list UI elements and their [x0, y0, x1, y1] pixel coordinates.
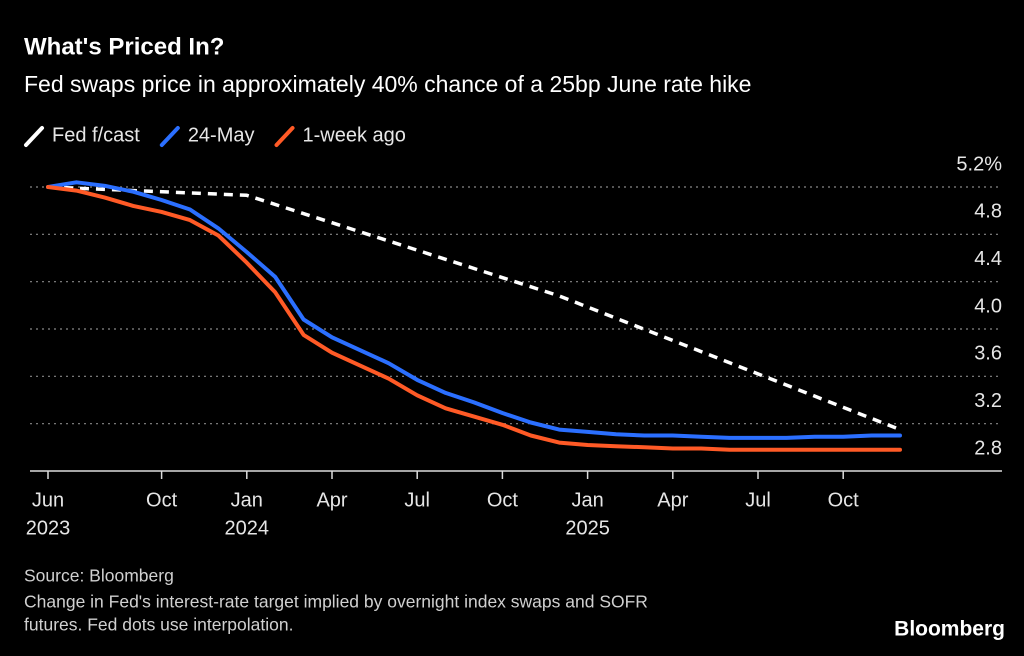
series-line — [47, 185, 901, 432]
source: Source: Bloomberg — [24, 566, 174, 586]
y-tick-label: 3.2 — [974, 390, 1002, 412]
legend-label: Fed f/cast — [52, 124, 140, 146]
x-tick-label: Oct — [487, 489, 519, 511]
x-tick-year: 2024 — [225, 517, 270, 539]
y-tick-label: 5.2% — [956, 153, 1002, 175]
legend-label: 1-week ago — [303, 124, 406, 146]
legend-swatch — [24, 126, 44, 147]
x-tick-label: Apr — [657, 489, 688, 511]
logo: Bloomberg — [894, 618, 1005, 641]
x-tick-label: Apr — [316, 489, 347, 511]
legend-swatch — [274, 126, 295, 147]
note: Change in Fed's interest-rate target imp… — [24, 592, 648, 612]
y-tick-label: 4.4 — [974, 248, 1002, 270]
y-tick-label: 2.8 — [974, 437, 1002, 459]
note: futures. Fed dots use interpolation. — [24, 615, 293, 635]
x-tick-label: Jan — [231, 489, 263, 511]
chart-subtitle: Fed swaps price in approximately 40% cha… — [24, 71, 751, 97]
legend-label: 24-May — [188, 124, 255, 146]
y-tick-label: 4.0 — [974, 295, 1002, 317]
x-tick-label: Oct — [146, 489, 178, 511]
y-tick-label: 4.8 — [974, 201, 1002, 223]
chart-title: What's Priced In? — [24, 33, 224, 60]
series-line — [46, 185, 902, 452]
x-tick-year: 2025 — [565, 517, 610, 539]
x-tick-label: Oct — [828, 489, 860, 511]
x-tick-label: Jan — [571, 489, 603, 511]
y-tick-label: 3.6 — [974, 343, 1002, 365]
x-tick-label: Jul — [404, 489, 430, 511]
series-line — [46, 180, 902, 440]
legend-swatch — [159, 126, 180, 147]
x-tick-label: Jun — [32, 489, 64, 511]
x-tick-label: Jul — [745, 489, 771, 511]
x-tick-year: 2023 — [26, 517, 71, 539]
